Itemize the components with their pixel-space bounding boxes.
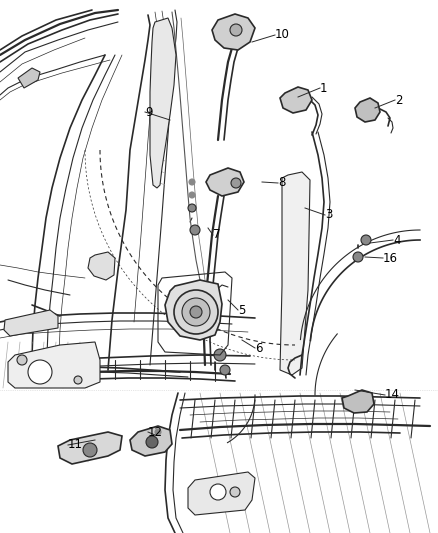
Polygon shape [8, 342, 100, 388]
Circle shape [189, 192, 195, 198]
Text: 7: 7 [213, 229, 220, 241]
Text: 11: 11 [68, 439, 83, 451]
Circle shape [190, 306, 202, 318]
Circle shape [220, 365, 230, 375]
Polygon shape [130, 426, 172, 456]
Polygon shape [206, 168, 244, 196]
Text: 16: 16 [383, 252, 398, 264]
Circle shape [28, 360, 52, 384]
Text: 12: 12 [148, 425, 163, 439]
Text: 1: 1 [320, 82, 328, 94]
Polygon shape [188, 472, 255, 515]
Text: 14: 14 [385, 389, 400, 401]
Circle shape [190, 225, 200, 235]
Circle shape [146, 436, 158, 448]
Polygon shape [4, 310, 58, 336]
Polygon shape [165, 280, 222, 340]
Polygon shape [280, 172, 310, 375]
Circle shape [230, 24, 242, 36]
Text: 5: 5 [238, 303, 245, 317]
Text: 4: 4 [393, 233, 400, 246]
Circle shape [74, 376, 82, 384]
Circle shape [214, 349, 226, 361]
Polygon shape [212, 14, 255, 50]
Polygon shape [280, 87, 312, 113]
Circle shape [188, 204, 196, 212]
Circle shape [182, 298, 210, 326]
Text: 6: 6 [255, 342, 262, 354]
Polygon shape [58, 432, 122, 464]
Circle shape [353, 252, 363, 262]
Text: 8: 8 [278, 176, 286, 190]
Polygon shape [150, 18, 176, 188]
Circle shape [83, 443, 97, 457]
Circle shape [361, 235, 371, 245]
Circle shape [189, 179, 195, 185]
Circle shape [155, 429, 161, 435]
Text: 10: 10 [275, 28, 290, 42]
Circle shape [17, 355, 27, 365]
Polygon shape [18, 68, 40, 88]
Text: 9: 9 [145, 106, 152, 118]
Polygon shape [355, 98, 380, 122]
Circle shape [210, 484, 226, 500]
Text: 3: 3 [325, 208, 332, 222]
Circle shape [174, 290, 218, 334]
Text: 2: 2 [395, 93, 403, 107]
Circle shape [231, 178, 241, 188]
Polygon shape [342, 390, 374, 413]
Polygon shape [88, 252, 115, 280]
Circle shape [230, 487, 240, 497]
